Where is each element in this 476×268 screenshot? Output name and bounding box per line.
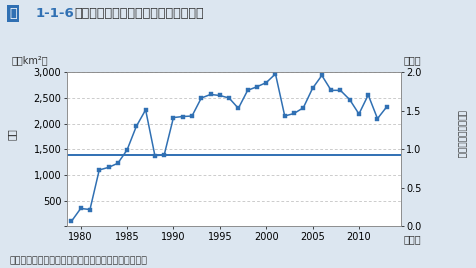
- Text: （倍）: （倍）: [402, 56, 420, 66]
- Text: 1-1-6: 1-1-6: [36, 7, 74, 20]
- Text: 資料：気象庁ホームページ「オゾンホール最大面積」: 資料：気象庁ホームページ「オゾンホール最大面積」: [10, 256, 147, 265]
- Text: （年）: （年）: [402, 234, 420, 244]
- Text: 図: 図: [10, 7, 17, 20]
- Text: 南極大陸との面積比: 南極大陸との面積比: [455, 110, 464, 158]
- Text: 南極上空のオゾンホールの面積の推移: 南極上空のオゾンホールの面積の推移: [74, 7, 203, 20]
- Text: 面積: 面積: [7, 128, 17, 140]
- Text: （万km²）: （万km²）: [12, 56, 49, 66]
